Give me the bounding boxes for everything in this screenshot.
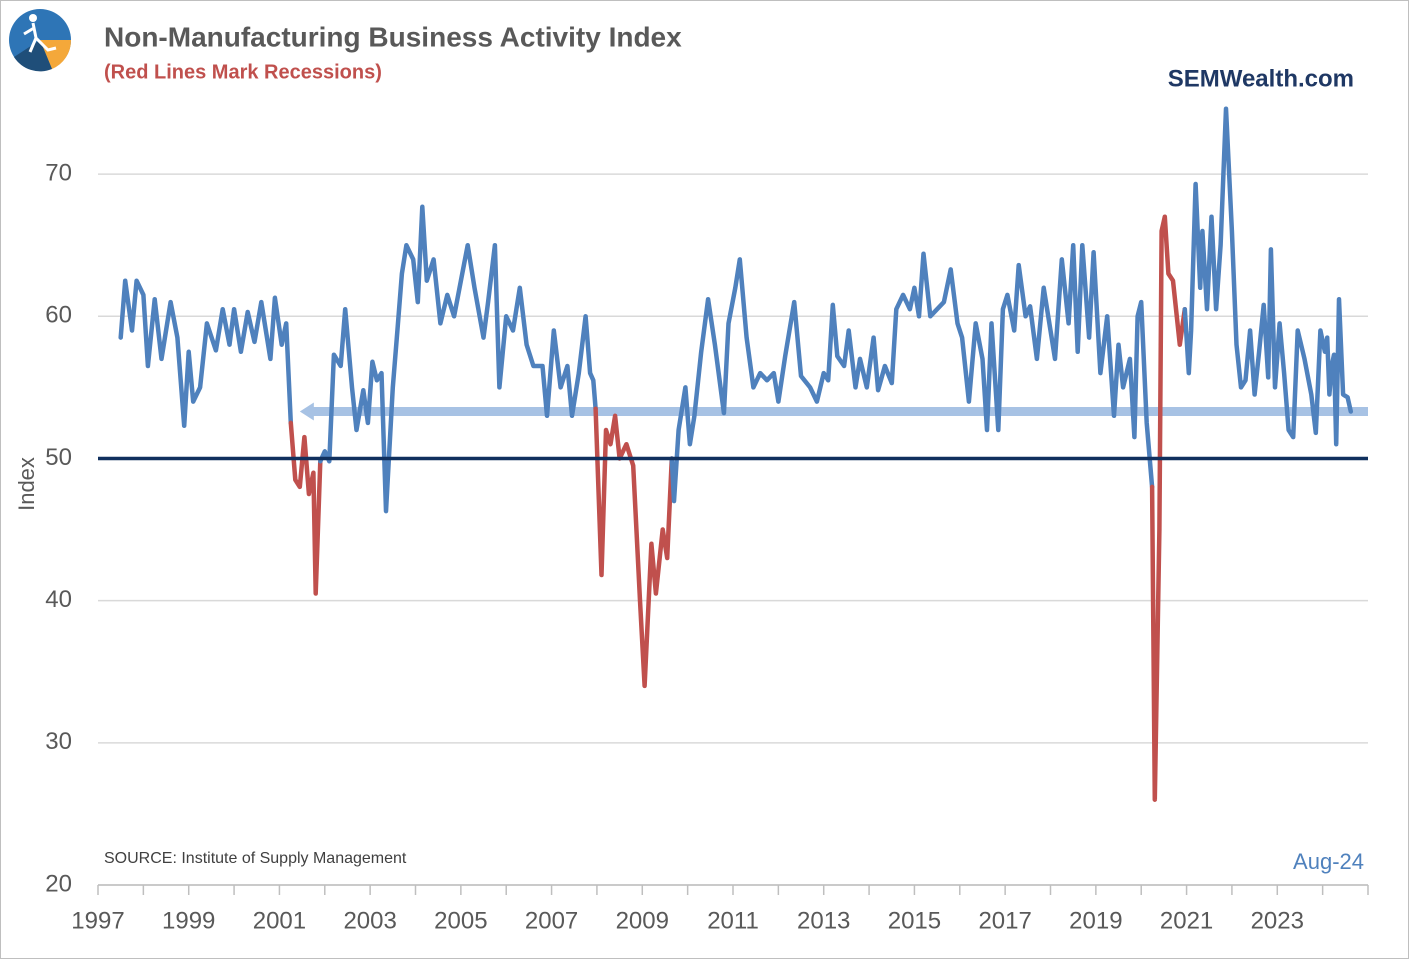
x-tick-label: 2015 (888, 907, 941, 934)
y-tick-label: 60 (45, 302, 72, 329)
y-tick-label: 40 (45, 586, 72, 613)
y-tick-label: 20 (45, 870, 72, 897)
series-line (1149, 214, 1188, 802)
source-note: SOURCE: Institute of Supply Management (104, 850, 407, 867)
x-tick-label: 2007 (525, 907, 578, 934)
arrow-head (299, 402, 314, 421)
x-tick-label: 2009 (616, 907, 669, 934)
y-tick-label: 50 (45, 444, 72, 471)
x-tick-label: 1999 (162, 907, 215, 934)
series-line (118, 278, 294, 429)
series-line (1182, 106, 1354, 447)
series-line (318, 204, 598, 514)
x-tick-label: 2019 (1069, 907, 1122, 934)
last-date: Aug-24 (1293, 849, 1364, 874)
series-line (288, 420, 323, 596)
y-tick-label: 30 (45, 728, 72, 755)
y-tick-label: 70 (45, 159, 72, 186)
series-line (669, 242, 1155, 504)
y-axis-label: Index (14, 457, 39, 511)
x-tick-label: 2003 (343, 907, 396, 934)
logo (9, 9, 72, 72)
x-tick-label: 2023 (1251, 907, 1304, 934)
chart-subtitle: (Red Lines Mark Recessions) (104, 61, 382, 83)
x-tick-label: 2001 (253, 907, 306, 934)
x-tick-label: 1997 (71, 907, 124, 934)
x-tick-label: 2021 (1160, 907, 1213, 934)
x-tick-label: 2005 (434, 907, 487, 934)
series-line (593, 406, 675, 689)
x-tick-label: 2013 (797, 907, 850, 934)
brand: SEMWealth.com (1168, 65, 1354, 92)
plot-area: 20 30 40 50 60 70 1997 1999 2001 2003 2005 2007 2009… (45, 106, 1369, 934)
x-tick-label: 2011 (707, 907, 759, 934)
x-tick-label: 2017 (978, 907, 1031, 934)
chart-title: Non-Manufacturing Business Activity Inde… (104, 21, 682, 52)
